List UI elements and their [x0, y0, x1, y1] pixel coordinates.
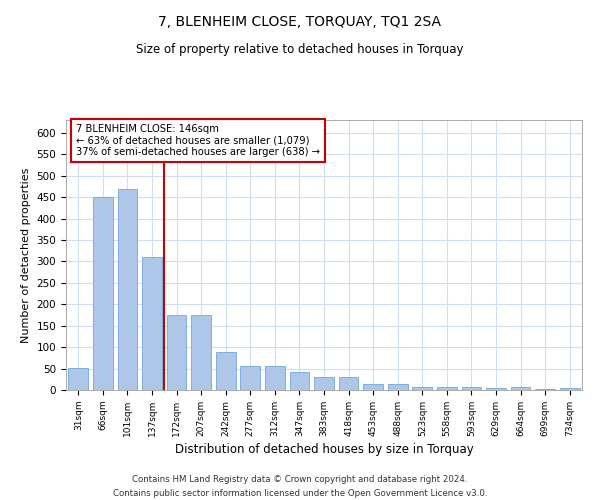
Bar — [314, 377, 334, 390]
Bar — [511, 387, 530, 390]
Bar — [388, 384, 407, 390]
Bar — [216, 352, 236, 390]
Bar — [339, 377, 358, 390]
Bar — [191, 315, 211, 390]
Bar — [486, 388, 506, 390]
Bar — [437, 387, 457, 390]
Bar — [265, 366, 284, 390]
Bar — [535, 388, 555, 390]
Text: Contains HM Land Registry data © Crown copyright and database right 2024.
Contai: Contains HM Land Registry data © Crown c… — [113, 476, 487, 498]
Bar — [142, 257, 162, 390]
Bar — [118, 188, 137, 390]
Y-axis label: Number of detached properties: Number of detached properties — [21, 168, 31, 342]
Bar — [93, 197, 113, 390]
Bar — [167, 315, 187, 390]
X-axis label: Distribution of detached houses by size in Torquay: Distribution of detached houses by size … — [175, 443, 473, 456]
Text: 7 BLENHEIM CLOSE: 146sqm
← 63% of detached houses are smaller (1,079)
37% of sem: 7 BLENHEIM CLOSE: 146sqm ← 63% of detach… — [76, 124, 320, 157]
Bar — [412, 386, 432, 390]
Bar — [364, 384, 383, 390]
Bar — [68, 368, 88, 390]
Bar — [290, 372, 309, 390]
Bar — [560, 388, 580, 390]
Bar — [461, 387, 481, 390]
Bar — [241, 366, 260, 390]
Text: 7, BLENHEIM CLOSE, TORQUAY, TQ1 2SA: 7, BLENHEIM CLOSE, TORQUAY, TQ1 2SA — [158, 15, 442, 29]
Text: Size of property relative to detached houses in Torquay: Size of property relative to detached ho… — [136, 42, 464, 56]
